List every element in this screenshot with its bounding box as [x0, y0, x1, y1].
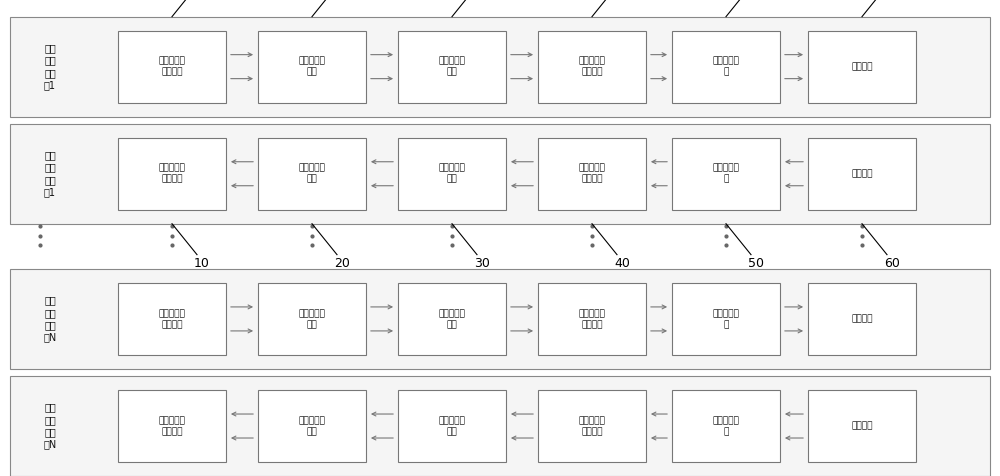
Bar: [808, 390, 916, 462]
Text: 发射
机处
理路
径N: 发射 机处 理路 径N: [43, 295, 57, 343]
Text: 接收机基带
处理单元: 接收机基带 处理单元: [159, 416, 185, 436]
Text: 接收机正交
模耦合器: 接收机正交 模耦合器: [579, 416, 605, 436]
Bar: [258, 138, 366, 210]
Text: 射频接收机
单元: 射频接收机 单元: [299, 164, 325, 184]
Text: 10: 10: [194, 257, 210, 270]
Text: 微波上变频
单元: 微波上变频 单元: [439, 57, 465, 77]
Bar: [258, 390, 366, 462]
Bar: [808, 138, 916, 210]
Bar: [538, 138, 646, 210]
Bar: [10, 376, 990, 476]
Bar: [118, 30, 226, 103]
Bar: [118, 283, 226, 355]
Bar: [398, 138, 506, 210]
Text: 微波下变频
单元: 微波下变频 单元: [439, 164, 465, 184]
Text: 接收机基带
处理单元: 接收机基带 处理单元: [159, 164, 185, 184]
Bar: [672, 138, 780, 210]
Text: 接收机滤波
器: 接收机滤波 器: [713, 416, 739, 436]
Text: 发射机滤波
器: 发射机滤波 器: [713, 309, 739, 329]
Bar: [398, 30, 506, 103]
Text: 40: 40: [614, 257, 630, 270]
Text: 接收机滤波
器: 接收机滤波 器: [713, 164, 739, 184]
Bar: [118, 390, 226, 462]
Text: 30: 30: [474, 257, 490, 270]
Text: 射频接收机
单元: 射频接收机 单元: [299, 416, 325, 436]
Text: 微波上变频
单元: 微波上变频 单元: [439, 309, 465, 329]
Text: 发射机正交
模耦合器: 发射机正交 模耦合器: [579, 57, 605, 77]
Text: 接收天线: 接收天线: [851, 422, 873, 430]
Bar: [672, 283, 780, 355]
Text: 发射机正交
模耦合器: 发射机正交 模耦合器: [579, 309, 605, 329]
Bar: [398, 390, 506, 462]
Bar: [258, 283, 366, 355]
Bar: [538, 390, 646, 462]
Text: 接收天线: 接收天线: [851, 169, 873, 178]
Text: 60: 60: [884, 257, 900, 270]
Text: 接收
机处
理路
径N: 接收 机处 理路 径N: [43, 402, 57, 450]
Text: 20: 20: [334, 257, 350, 270]
Text: 发射天线: 发射天线: [851, 62, 873, 71]
Bar: [538, 30, 646, 103]
Text: 射频发射机
单元: 射频发射机 单元: [299, 57, 325, 77]
Text: 接收
机处
理路
径1: 接收 机处 理路 径1: [44, 150, 56, 198]
Bar: [10, 17, 990, 117]
Text: 射频发射机
单元: 射频发射机 单元: [299, 309, 325, 329]
Text: 发射
机处
理路
径1: 发射 机处 理路 径1: [44, 43, 56, 90]
Bar: [808, 283, 916, 355]
Text: 接收机正交
模耦合器: 接收机正交 模耦合器: [579, 164, 605, 184]
Text: 50: 50: [748, 257, 764, 270]
Text: 微波下变频
单元: 微波下变频 单元: [439, 416, 465, 436]
Bar: [398, 283, 506, 355]
Bar: [808, 30, 916, 103]
Bar: [258, 30, 366, 103]
Bar: [538, 283, 646, 355]
Bar: [10, 124, 990, 224]
Bar: [672, 390, 780, 462]
Text: 发射机基带
处理单元: 发射机基带 处理单元: [159, 309, 185, 329]
Text: 发射机滤波
器: 发射机滤波 器: [713, 57, 739, 77]
Text: 发射天线: 发射天线: [851, 315, 873, 323]
Bar: [672, 30, 780, 103]
Bar: [118, 138, 226, 210]
Bar: [10, 269, 990, 369]
Text: 发射机基带
处理单元: 发射机基带 处理单元: [159, 57, 185, 77]
